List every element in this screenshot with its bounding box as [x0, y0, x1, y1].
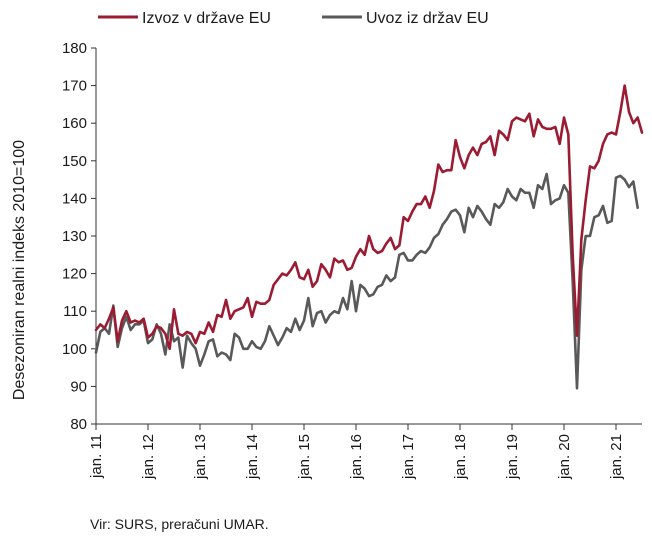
series-line: [94, 172, 639, 390]
y-tick-label: 80: [70, 416, 87, 433]
y-tick-label: 180: [62, 40, 87, 57]
source-note: Vir: SURS, preračuni UMAR.: [90, 516, 269, 532]
x-tick-label: jan. 13: [192, 434, 209, 480]
y-tick-label: 120: [62, 266, 87, 283]
y-tick-label: 140: [62, 190, 87, 207]
y-tick-label: 170: [62, 78, 87, 95]
y-tick-label: 90: [70, 378, 87, 395]
legend-label: Izvoz v države EU: [142, 10, 271, 27]
y-tick-label: 150: [62, 153, 87, 170]
x-tick-label: jan. 19: [504, 434, 521, 480]
x-tick-label: jan. 14: [244, 434, 261, 480]
x-tick-label: jan. 20: [556, 434, 573, 480]
x-tick-label: jan. 16: [348, 434, 365, 480]
plot-lines: [94, 84, 644, 390]
x-tick-label: jan. 17: [400, 434, 417, 480]
y-tick-label: 110: [63, 303, 87, 320]
y-tick-label: 100: [62, 341, 87, 358]
x-axis: jan. 11 jan. 12 jan. 13 jan. 14 jan. 15 jan. …: [88, 423, 642, 480]
x-tick-label: jan. 12: [140, 434, 157, 480]
y-tick-label: 130: [62, 228, 87, 245]
series-line: [94, 84, 644, 351]
x-tick-label: jan. 21: [608, 434, 625, 480]
y-tick-label: 160: [62, 115, 87, 132]
x-tick-label: jan. 18: [452, 434, 469, 480]
y-axis-label: Desezoniran realni indeks 2010=100: [11, 140, 28, 400]
legend: Izvoz v države EU Uvoz iz držav EU: [98, 10, 489, 27]
x-tick-label: jan. 15: [296, 434, 313, 480]
y-axis: 80 90 100 110 120 130 140 150 160 170 180: [62, 40, 97, 433]
legend-label: Uvoz iz držav EU: [366, 10, 489, 27]
x-tick-label: jan. 11: [88, 434, 105, 479]
